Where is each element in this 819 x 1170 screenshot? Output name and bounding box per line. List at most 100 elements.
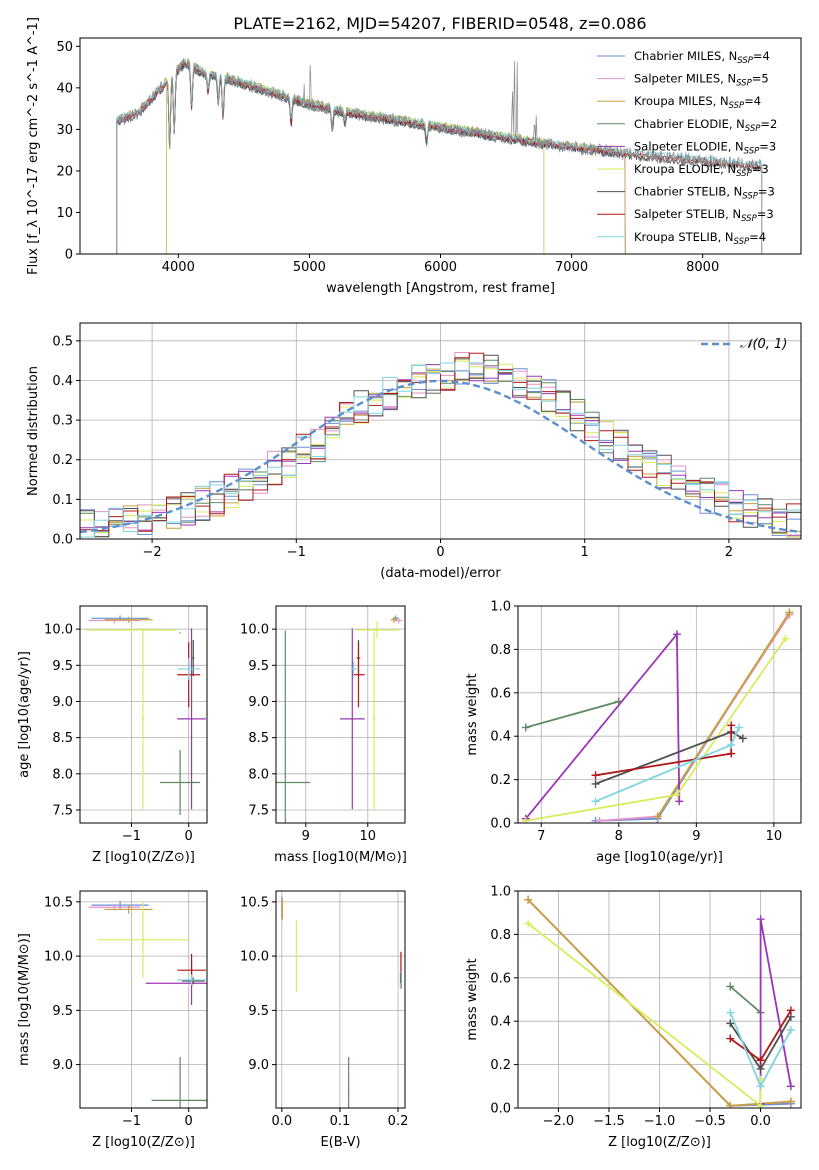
mass-weight-line bbox=[525, 637, 787, 822]
y-tick-label: 8.5 bbox=[248, 731, 269, 746]
errorbar-point bbox=[372, 628, 376, 810]
x-tick-label: −2 bbox=[143, 545, 162, 560]
x-tick-label: 8000 bbox=[686, 260, 719, 275]
legend-label: Kroupa ELODIE, NSSP=3 bbox=[634, 162, 769, 179]
y-tick-label: 10.5 bbox=[240, 895, 269, 910]
mass-weight-line bbox=[595, 730, 744, 785]
x-tick-label: 0.0 bbox=[750, 1114, 771, 1129]
y-tick-label: 30 bbox=[56, 123, 73, 138]
mass-weight-line bbox=[599, 614, 791, 822]
y-tick-label: 0.2 bbox=[52, 453, 73, 468]
panel-mass_vs_Z: −1 0 9.0 9.5 10.0 10.5 Z [log10(Z/Z⊙)] mass [lo… bbox=[17, 890, 208, 1150]
mass-weight-marker bbox=[675, 797, 684, 806]
mass-weight-marker bbox=[781, 634, 790, 643]
mass-weight-marker bbox=[786, 1006, 795, 1015]
y-tick-label: 0.8 bbox=[490, 643, 511, 658]
y-tick-label: 0.4 bbox=[52, 374, 73, 389]
x-tick-label: 0 bbox=[185, 1114, 193, 1129]
x-axis-label: mass [log10(M/M⊙)] bbox=[274, 850, 407, 865]
x-tick-label: −0.5 bbox=[694, 1114, 726, 1129]
legend-label: Salpeter STELIB, NSSP=3 bbox=[634, 207, 774, 224]
y-tick-label: 8.0 bbox=[248, 767, 269, 782]
mass-weight-marker bbox=[591, 771, 600, 780]
mass-weight-line bbox=[525, 700, 620, 729]
figure-title: PLATE=2162, MJD=54207, FIBERID=0548, z=0… bbox=[233, 14, 646, 33]
x-axis-label: (data-model)/error bbox=[380, 566, 501, 581]
x-axis-label: E(B-V) bbox=[320, 1135, 360, 1150]
y-tick-label: 0.6 bbox=[490, 686, 511, 701]
mass-weight-marker bbox=[726, 982, 735, 991]
y-tick-label: 7.5 bbox=[52, 803, 73, 818]
x-tick-label: 1 bbox=[581, 545, 589, 560]
errorbar-point bbox=[281, 898, 283, 921]
y-tick-label: 9.5 bbox=[248, 1004, 269, 1019]
y-tick-label: 10.0 bbox=[44, 950, 73, 965]
errorbar-point bbox=[177, 658, 201, 680]
x-axis-label: Z [log10(Z/Z⊙)] bbox=[92, 1135, 195, 1150]
axes-frame bbox=[79, 37, 802, 255]
y-tick-label: 0.1 bbox=[52, 493, 73, 508]
legend-label: Salpeter ELODIE, NSSP=3 bbox=[634, 139, 776, 156]
legend: 𝒩(0, 1) bbox=[701, 337, 787, 352]
x-tick-label: −1 bbox=[122, 1114, 141, 1129]
mass-weight-marker bbox=[786, 1097, 795, 1106]
y-tick-label: 0.4 bbox=[490, 730, 511, 745]
mass-weight-marker bbox=[521, 816, 530, 823]
x-tick-label: 8 bbox=[615, 829, 623, 844]
mass-weight-marker bbox=[726, 1019, 735, 1028]
y-tick-label: 10.0 bbox=[44, 623, 73, 638]
plot-area bbox=[80, 352, 801, 538]
y-axis-label: Flux [f_λ 10^-17 erg cm^-2 s^-1 A^-1] bbox=[26, 17, 41, 275]
legend: Chabrier MILES, NSSP=4 Salpeter MILES, NS… bbox=[597, 49, 777, 247]
axes-frame bbox=[275, 605, 406, 824]
y-tick-label: 0.3 bbox=[52, 414, 73, 429]
panel-spectrum: 4000 5000 6000 7000 8000 0 10 20 30 40 50 wavelengt… bbox=[26, 17, 802, 296]
errorbar-point bbox=[85, 627, 178, 633]
x-tick-label: 0 bbox=[436, 545, 444, 560]
mass-weight-marker bbox=[786, 1025, 795, 1034]
y-tick-label: 0.0 bbox=[490, 1102, 511, 1117]
errorbar-point bbox=[348, 1057, 350, 1108]
x-tick-label: −1 bbox=[287, 545, 306, 560]
y-tick-label: 9.0 bbox=[52, 1058, 73, 1073]
x-tick-label: 9 bbox=[302, 829, 310, 844]
legend-label: Chabrier MILES, NSSP=4 bbox=[634, 49, 770, 66]
mass-weight-marker bbox=[785, 608, 794, 617]
observed-spectrum-line bbox=[116, 58, 763, 173]
y-tick-label: 1.0 bbox=[490, 600, 511, 615]
legend-label: 𝒩(0, 1) bbox=[740, 337, 787, 352]
y-tick-label: 8.0 bbox=[52, 767, 73, 782]
mass-weight-marker bbox=[756, 1101, 765, 1108]
errorbar-point bbox=[91, 900, 149, 910]
x-tick-label: −2.0 bbox=[543, 1114, 575, 1129]
mass-weight-marker bbox=[727, 749, 736, 758]
mass-weight-marker bbox=[595, 816, 604, 823]
errorbar-point bbox=[181, 977, 205, 985]
y-tick-label: 0.6 bbox=[490, 971, 511, 986]
y-tick-label: 0.2 bbox=[490, 1058, 511, 1073]
errorbar-point bbox=[276, 630, 311, 823]
errorbar-point bbox=[400, 972, 402, 984]
y-tick-label: 10 bbox=[56, 206, 73, 221]
y-tick-label: 0.8 bbox=[490, 928, 511, 943]
axes-frame bbox=[517, 605, 802, 824]
errorbar-point bbox=[177, 974, 206, 986]
mass-weight-marker bbox=[726, 1101, 735, 1108]
plot-area bbox=[281, 896, 402, 1108]
y-tick-label: 0.2 bbox=[490, 773, 511, 788]
mass-weight-marker bbox=[756, 915, 765, 924]
axes-frame bbox=[79, 322, 802, 540]
x-axis-label: Z [log10(Z/Z⊙)] bbox=[92, 850, 195, 865]
errorbar-point bbox=[88, 617, 141, 624]
errorbar-point bbox=[160, 749, 201, 816]
errorbar-point bbox=[295, 920, 297, 992]
x-tick-label: 7 bbox=[537, 829, 545, 844]
mass-weight-marker bbox=[756, 1082, 765, 1091]
y-axis-label: mass weight bbox=[465, 673, 480, 755]
errorbar-point bbox=[141, 628, 145, 810]
errorbar-point bbox=[350, 661, 357, 677]
y-tick-label: 9.5 bbox=[248, 659, 269, 674]
model-spectrum-line bbox=[116, 58, 763, 254]
x-tick-label: 6000 bbox=[424, 260, 457, 275]
